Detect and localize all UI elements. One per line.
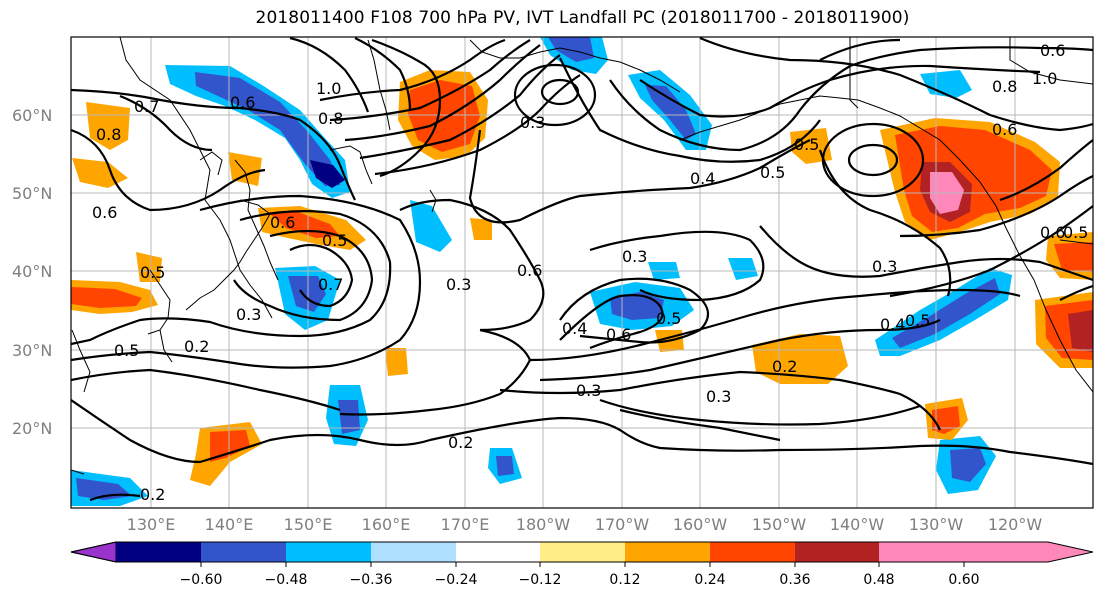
- lon-label: 140°W: [830, 515, 885, 534]
- colorbar-tick-label: −0.24: [435, 572, 478, 588]
- colorbar-bin: [286, 542, 371, 562]
- contour-label: 0.6: [92, 203, 117, 222]
- contour-label: 0.5: [760, 163, 785, 182]
- contour-label: 0.3: [446, 275, 471, 294]
- lon-label: 120°W: [988, 515, 1043, 534]
- contour-label: 0.7: [134, 97, 159, 116]
- lon-label: 170°W: [595, 515, 650, 534]
- contour-label: 0.2: [140, 485, 165, 504]
- colorbar: −0.60 −0.48 −0.36 −0.24 −0.12 0.12 0.24 …: [70, 541, 1094, 588]
- contour-label: 0.5: [1063, 223, 1088, 242]
- lon-axis: 130°E 140°E 150°E 160°E 170°E 180°W 170°…: [127, 515, 1043, 534]
- contour-label: 0.3: [520, 113, 545, 132]
- lat-label: 50°N: [12, 184, 52, 203]
- contour-label: 0.5: [140, 263, 165, 282]
- contour-label: 0.3: [706, 387, 731, 406]
- contour-label: 0.6: [517, 261, 542, 280]
- lat-label: 30°N: [12, 341, 52, 360]
- contour-label: 0.8: [992, 77, 1017, 96]
- colorbar-bin: [540, 542, 625, 562]
- colorbar-tick-label: −0.48: [265, 572, 308, 588]
- lon-label: 150°W: [752, 515, 807, 534]
- contour-label: 0.4: [880, 315, 905, 334]
- contour-label: 0.8: [318, 109, 343, 128]
- lat-label: 60°N: [12, 106, 52, 125]
- contour-label: 0.5: [656, 309, 681, 328]
- colorbar-tick-label: 0.24: [694, 572, 725, 588]
- contour-label: 0.3: [576, 381, 601, 400]
- colorbar-bin: [201, 542, 286, 562]
- colorbar-extend-left: [70, 541, 117, 563]
- lat-axis: 60°N 50°N 40°N 30°N 20°N: [12, 106, 52, 438]
- colorbar-tick-label: 0.48: [863, 572, 894, 588]
- lon-label: 140°E: [205, 515, 254, 534]
- contour-label: 0.5: [794, 135, 819, 154]
- contour-label: 0.5: [905, 311, 930, 330]
- contour-label: 0.7: [318, 275, 343, 294]
- contour-label: 0.2: [772, 357, 797, 376]
- map-frame: [70, 36, 1094, 509]
- lon-label: 150°E: [284, 515, 333, 534]
- contour-label: 0.6: [606, 325, 631, 344]
- colorbar-tick-label: 0.12: [609, 572, 640, 588]
- contour-label: 0.2: [448, 433, 473, 452]
- lon-label: 170°E: [441, 515, 490, 534]
- lon-label: 130°E: [127, 515, 176, 534]
- contour-label: 0.2: [1092, 283, 1105, 302]
- lon-label: 160°E: [362, 515, 411, 534]
- colorbar-bin: [795, 542, 879, 562]
- contour-label: 0.4: [562, 319, 587, 338]
- colorbar-outline: [70, 541, 1094, 563]
- colorbar-tick-label: 0.36: [779, 572, 810, 588]
- contour-label: 0.6: [992, 120, 1017, 139]
- contour-label: 1.0: [1032, 69, 1057, 88]
- map-title: 2018011400 F108 700 hPa PV, IVT Landfall…: [255, 8, 910, 28]
- contour-label: 0.3: [872, 257, 897, 276]
- colorbar-bin: [879, 542, 964, 562]
- colorbar-extend-right: [964, 542, 1093, 562]
- lat-label: 20°N: [12, 419, 52, 438]
- contour-label: 0.8: [96, 125, 121, 144]
- lat-label: 40°N: [12, 262, 52, 281]
- contour-label: 0.6: [230, 93, 255, 112]
- lon-label: 160°W: [673, 515, 728, 534]
- graticule: [71, 37, 1093, 508]
- contour-label: 0.6: [1040, 223, 1065, 242]
- colorbar-tick-label: −0.60: [180, 572, 223, 588]
- contour-label: 1.0: [316, 79, 341, 98]
- colorbar-bin: [116, 542, 201, 562]
- contour-labels: 0.7 0.8 0.6 0.6 0.5 0.3 0.2 0.5 0.6 0.5 …: [92, 41, 1105, 504]
- colorbar-tick-label: 0.60: [948, 572, 979, 588]
- lon-label: 130°W: [909, 515, 964, 534]
- contour-label: 0.3: [236, 305, 261, 324]
- ivt-contours: [71, 37, 1093, 502]
- colorbar-bin: [371, 542, 456, 562]
- contour-label: 0.5: [322, 231, 347, 250]
- colorbar-bin: [625, 542, 710, 562]
- colorbar-tick-label: −0.12: [519, 572, 562, 588]
- contour-label: 0.5: [114, 341, 139, 360]
- contour-label: 0.6: [270, 213, 295, 232]
- contour-label: 0.2: [184, 337, 209, 356]
- contour-label: 0.6: [1040, 41, 1065, 60]
- colorbar-bin: [456, 542, 540, 562]
- colorbar-tick-label: −0.36: [350, 572, 393, 588]
- colorbar-bin: [710, 542, 795, 562]
- lon-label: 180°W: [516, 515, 571, 534]
- contour-label: 0.3: [622, 247, 647, 266]
- contour-label: 0.4: [690, 169, 715, 188]
